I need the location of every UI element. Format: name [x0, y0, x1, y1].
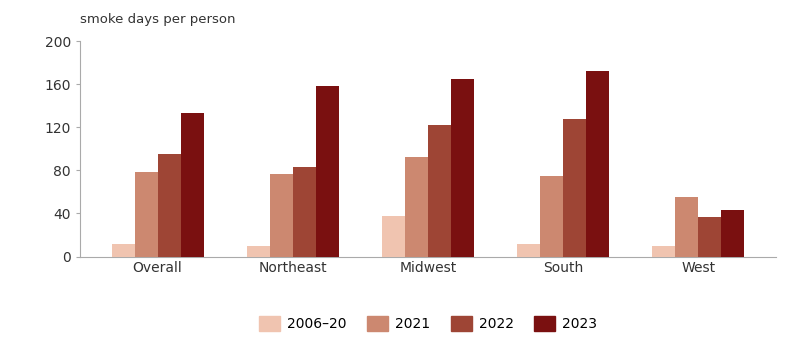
Bar — [451, 79, 474, 256]
Bar — [405, 157, 428, 256]
Bar — [293, 167, 316, 256]
Bar — [270, 173, 293, 256]
Bar — [247, 246, 270, 256]
Bar — [540, 176, 563, 256]
Bar — [563, 119, 586, 256]
Legend: 2006–20, 2021, 2022, 2023: 2006–20, 2021, 2022, 2023 — [254, 311, 602, 337]
Bar — [653, 246, 675, 256]
Bar — [722, 210, 744, 256]
Bar — [586, 71, 609, 256]
Bar — [134, 172, 158, 256]
Text: smoke days per person: smoke days per person — [80, 13, 235, 26]
Bar — [698, 216, 722, 256]
Bar — [158, 154, 181, 256]
Bar — [675, 197, 698, 256]
Bar — [382, 215, 405, 256]
Bar — [518, 244, 540, 256]
Bar — [316, 86, 338, 256]
Bar — [112, 244, 134, 256]
Bar — [428, 125, 451, 256]
Bar — [181, 113, 203, 256]
